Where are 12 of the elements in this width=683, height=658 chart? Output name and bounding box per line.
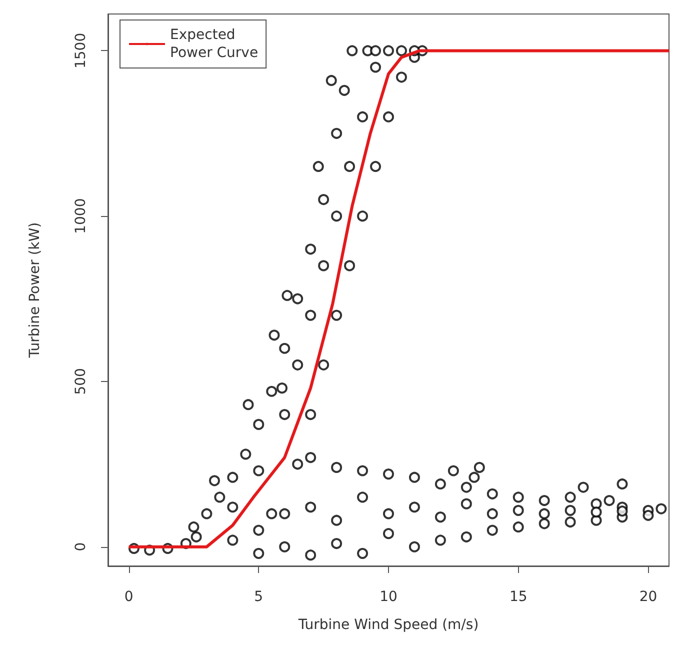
x-axis-title: Turbine Wind Speed (m/s)	[297, 617, 479, 633]
legend-label: Expected Power Curve	[170, 27, 258, 61]
y-tick-label: 0	[73, 542, 89, 552]
y-tick-label: 1000	[73, 198, 89, 234]
y-tick-label: 500	[73, 368, 89, 395]
y-axis-title: Turbine Power (kW)	[27, 222, 43, 359]
x-tick-label: 15	[509, 589, 528, 605]
y-tick-label: 1500	[73, 32, 89, 69]
x-tick-label: 0	[124, 589, 134, 605]
x-tick-label: 10	[380, 589, 398, 605]
x-tick-label: 5	[254, 589, 264, 605]
x-tick-label: 20	[639, 589, 658, 605]
